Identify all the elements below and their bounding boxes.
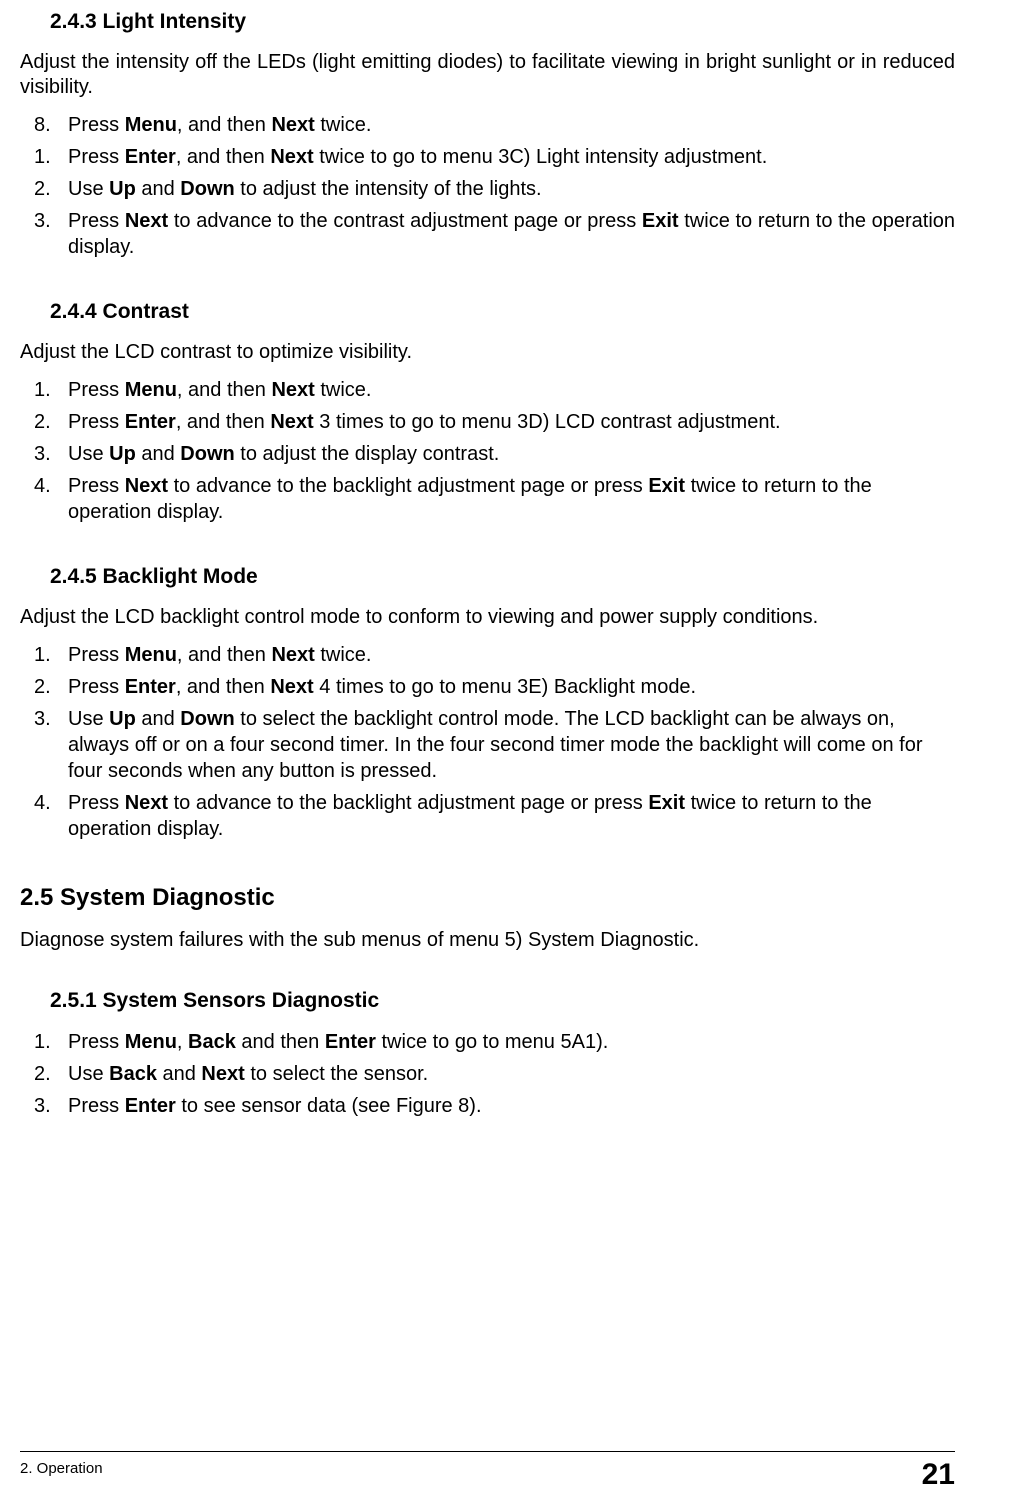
step-item: 2. Use Back and Next to select the sensor… [20,1061,955,1087]
page-footer: 2. Operation 21 [20,1451,955,1490]
heading-251: 2.5.1 System Sensors Diagnostic [50,989,955,1013]
step-text: Use Up and Down to adjust the intensity … [68,178,542,200]
step-text: Press Next to advance to the backlight a… [68,792,872,840]
step-number: 8. [34,112,51,138]
intro-25: Diagnose system failures with the sub me… [20,928,955,953]
step-text: Press Menu, Back and then Enter twice to… [68,1031,608,1053]
step-text: Press Enter, and then Next twice to go t… [68,146,767,168]
step-item: 8. Press Menu, and then Next twice. [20,112,955,138]
step-text: Press Next to advance to the contrast ad… [68,210,955,258]
step-number: 3. [34,1093,51,1119]
step-number: 2. [34,1061,51,1087]
step-item: 3. Use Up and Down to select the backligh… [20,706,955,784]
step-item: 4. Press Next to advance to the backlight… [20,473,955,525]
step-item: 1. Press Menu, Back and then Enter twice … [20,1029,955,1055]
step-item: 1. Press Menu, and then Next twice. [20,642,955,668]
step-number: 3. [34,441,51,467]
step-item: 1. Press Menu, and then Next twice. [20,377,955,403]
step-text: Press Next to advance to the backlight a… [68,475,872,523]
step-number: 2. [34,176,51,202]
step-text: Use Up and Down to adjust the display co… [68,443,499,465]
step-text: Press Menu, and then Next twice. [68,114,371,136]
intro-243: Adjust the intensity off the LEDs (light… [20,50,955,100]
step-number: 3. [34,706,51,732]
step-number: 1. [34,1029,51,1055]
step-number: 4. [34,473,51,499]
step-item: 3. Press Next to advance to the contrast … [20,208,955,260]
step-item: 2. Press Enter, and then Next 3 times to … [20,409,955,435]
heading-244: 2.4.4 Contrast [50,300,955,324]
step-text: Press Enter to see sensor data (see Figu… [68,1095,482,1117]
step-text: Use Back and Next to select the sensor. [68,1063,428,1085]
heading-243: 2.4.3 Light Intensity [50,10,955,34]
intro-244: Adjust the LCD contrast to optimize visi… [20,340,955,365]
step-number: 2. [34,674,51,700]
steps-245: 1. Press Menu, and then Next twice. 2. Pres… [20,642,955,842]
step-text: Use Up and Down to select the backlight … [68,708,923,782]
steps-251: 1. Press Menu, Back and then Enter twice … [20,1029,955,1119]
step-item: 1. Press Enter, and then Next twice to go… [20,144,955,170]
intro-245: Adjust the LCD backlight control mode to… [20,605,955,630]
step-number: 4. [34,790,51,816]
step-number: 3. [34,208,51,234]
step-item: 3. Press Enter to see sensor data (see Fi… [20,1093,955,1119]
step-text: Press Enter, and then Next 3 times to go… [68,411,781,433]
step-number: 1. [34,144,51,170]
step-text: Press Menu, and then Next twice. [68,644,371,666]
step-item: 4. Press Next to advance to the backlight… [20,790,955,842]
step-number: 2. [34,409,51,435]
footer-section: 2. Operation [20,1460,103,1477]
step-text: Press Menu, and then Next twice. [68,379,371,401]
footer-page-number: 21 [922,1460,955,1490]
step-number: 1. [34,642,51,668]
step-item: 2. Use Up and Down to adjust the intensit… [20,176,955,202]
steps-243: 8. Press Menu, and then Next twice. 1. Pres… [20,112,955,260]
step-number: 1. [34,377,51,403]
heading-245: 2.4.5 Backlight Mode [50,565,955,589]
step-item: 3. Use Up and Down to adjust the display … [20,441,955,467]
step-item: 2. Press Enter, and then Next 4 times to … [20,674,955,700]
heading-25: 2.5 System Diagnostic [20,884,955,912]
step-text: Press Enter, and then Next 4 times to go… [68,676,696,698]
steps-244: 1. Press Menu, and then Next twice. 2. Pres… [20,377,955,525]
